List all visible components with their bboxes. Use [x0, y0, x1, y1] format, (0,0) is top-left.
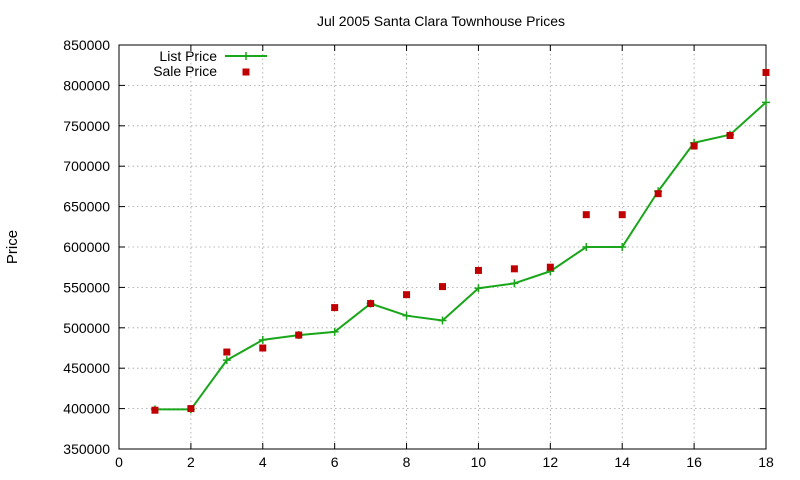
legend: List Price Sale Price	[153, 48, 267, 79]
y-tick-label: 850000	[63, 37, 110, 53]
sale-price-point	[367, 300, 375, 308]
y-tick-label: 650000	[63, 199, 110, 215]
list-price-point	[618, 243, 627, 251]
list-price-point	[582, 243, 591, 251]
list-price-point	[402, 311, 411, 320]
sale-price-point	[223, 348, 231, 356]
sale-price-point	[690, 142, 698, 150]
list-price-point	[438, 316, 447, 325]
sale-price-point	[762, 68, 770, 76]
sale-price-point	[403, 291, 411, 299]
sale-price-point	[259, 344, 267, 352]
sale-price-point	[726, 131, 734, 139]
sale-price-point	[654, 190, 662, 198]
sale-price-point	[546, 263, 554, 271]
list-price-point	[510, 279, 519, 288]
x-tick-label: 18	[758, 454, 774, 470]
list-price-point	[222, 356, 231, 365]
y-tick-label: 450000	[63, 360, 110, 376]
list-price-point	[330, 327, 339, 336]
y-tick-label: 350000	[63, 441, 110, 457]
x-tick-label: 2	[187, 454, 195, 470]
sale-price-point	[151, 406, 159, 414]
legend-marker-list-price	[242, 52, 250, 60]
x-tick-label: 0	[115, 454, 123, 470]
x-tick-label: 10	[471, 454, 487, 470]
x-tick-label: 8	[403, 454, 411, 470]
legend-swatch-sale-price	[242, 68, 250, 76]
legend-swatches	[225, 52, 267, 76]
y-tick-label: 500000	[63, 320, 110, 336]
y-tick-label: 800000	[63, 77, 110, 93]
list-price-point	[258, 335, 267, 344]
y-axis-title: Price	[4, 230, 21, 264]
sale-price-point	[618, 211, 626, 219]
series-layer	[150, 68, 770, 414]
x-tick-label: 4	[259, 454, 267, 470]
x-tick-label: 6	[331, 454, 339, 470]
chart-title: Jul 2005 Santa Clara Townhouse Prices	[317, 13, 565, 29]
sale-price-point	[295, 331, 303, 339]
x-tick-label: 12	[543, 454, 559, 470]
legend-label-sale-price: Sale Price	[153, 63, 217, 79]
y-tick-label: 750000	[63, 118, 110, 134]
list-price-point	[762, 98, 770, 107]
y-tick-label: 550000	[63, 279, 110, 295]
y-tick-label: 700000	[63, 158, 110, 174]
list-price-point	[474, 284, 483, 293]
grid	[119, 45, 766, 449]
x-tick-label: 14	[614, 454, 630, 470]
sale-price-point	[510, 265, 518, 273]
y-tick-label: 600000	[63, 239, 110, 255]
y-tick-label: 400000	[63, 401, 110, 417]
legend-label-list-price: List Price	[159, 48, 217, 64]
sale-price-point	[582, 211, 590, 219]
series-line-list-price	[154, 101, 767, 411]
sale-price-point	[439, 283, 446, 291]
sale-price-point	[474, 266, 482, 274]
sale-price-point	[187, 405, 195, 413]
axis-ticks: 0 2 4 6 8 10 12 14 16 18 350000 400000 450000 500000 5…	[63, 37, 774, 470]
x-tick-label: 16	[686, 454, 702, 470]
sale-price-point	[331, 304, 339, 312]
